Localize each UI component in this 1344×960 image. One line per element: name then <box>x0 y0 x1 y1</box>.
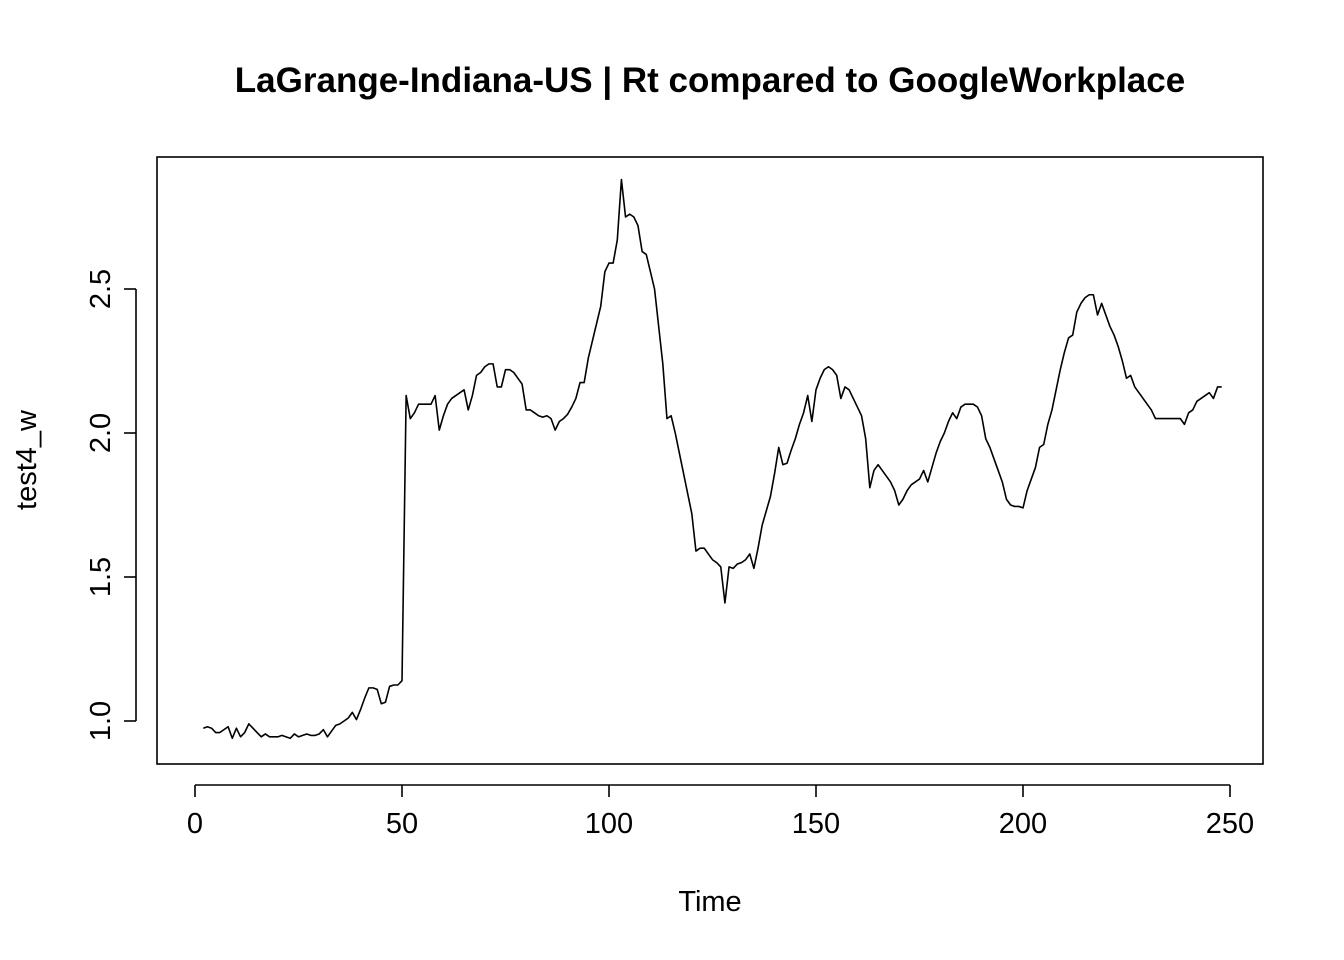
x-tick-label: 150 <box>792 808 840 840</box>
y-axis-label: test4_w <box>11 409 43 510</box>
x-tick-label: 250 <box>1206 808 1254 840</box>
y-tick-label: 2.5 <box>85 269 117 309</box>
x-tick-label: 50 <box>386 808 418 840</box>
chart-title: LaGrange-Indiana-US | Rt compared to Goo… <box>235 61 1185 100</box>
series-line <box>203 178 1222 740</box>
y-tick-label: 2.0 <box>85 413 117 453</box>
x-tick-label: 200 <box>999 808 1047 840</box>
x-tick-label: 100 <box>585 808 633 840</box>
x-tick-label: 0 <box>187 808 203 840</box>
y-axis: 1.0 1.5 2.0 2.5 <box>85 269 137 741</box>
series-group <box>203 178 1222 740</box>
x-axis-label: Time <box>678 886 741 918</box>
x-axis: 0 50 100 150 200 250 <box>187 784 1254 840</box>
y-tick-label: 1.5 <box>85 557 117 597</box>
plot-frame <box>156 156 1264 765</box>
y-tick-label: 1.0 <box>85 701 117 741</box>
